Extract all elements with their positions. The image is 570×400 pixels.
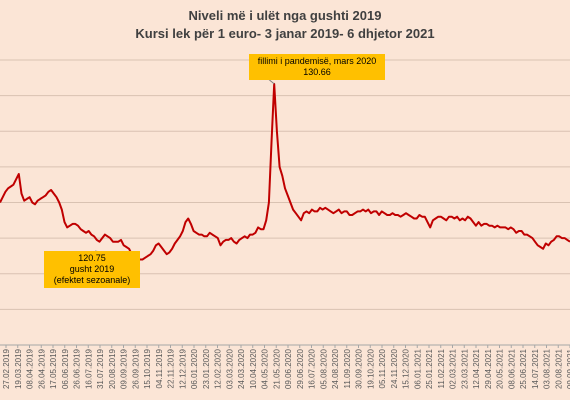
x-tick-label: 22.11.2019 [167, 348, 176, 388]
x-tick-label: 09.09.2019 [120, 348, 129, 389]
x-tick-label: 21.05.2020 [272, 348, 281, 389]
annotation-low-line-3: (efektet sezoanale) [53, 275, 131, 285]
x-tick-label: 24.11.2020 [390, 348, 399, 388]
x-tick-label: 06.01.2021 [413, 348, 422, 389]
x-tick-label: 05.08.2020 [319, 348, 328, 389]
x-tick-label: 24.08.2020 [331, 348, 340, 389]
x-tick-label: 10.04.2020 [249, 348, 258, 389]
x-tick-label: 24.03.2020 [237, 348, 246, 389]
x-tick-label: 26.04.2019 [37, 348, 46, 389]
chart-title: Niveli më i ulët nga gushti 2019 [188, 8, 382, 23]
x-tick-label: 05.11.2020 [378, 348, 387, 388]
x-tick-label: 16.07.2019 [84, 348, 93, 389]
x-tick-label: 25.01.2021 [425, 348, 434, 389]
x-tick-label: 09.09.2021 [566, 348, 570, 389]
x-tick-label: 08.04.2019 [26, 348, 35, 389]
x-tick-label: 31.07.2019 [96, 348, 105, 389]
x-tick-label: 26.06.2019 [73, 348, 82, 389]
x-tick-label: 19.10.2020 [366, 348, 375, 389]
x-tick-label: 20.08.2021 [554, 348, 563, 389]
x-tick-label: 12.12.2019 [178, 348, 187, 389]
x-tick-label: 12.04.2021 [472, 348, 481, 389]
annotation-peak: fillimi i pandemisë, mars 2020 130.66 [249, 54, 385, 80]
x-tick-label: 15.12.2020 [402, 348, 411, 389]
x-tick-label: 16.07.2020 [308, 348, 317, 389]
chart-subtitle: Kursi lek për 1 euro- 3 janar 2019- 6 dh… [135, 26, 435, 41]
x-tick-label: 03.03.2020 [225, 348, 234, 389]
x-tick-label: 02.03.2021 [449, 348, 458, 389]
x-tick-label: 26.09.2019 [131, 348, 140, 389]
x-tick-label: 12.02.2020 [214, 348, 223, 389]
x-tick-label: 30.09.2020 [355, 348, 364, 389]
x-tick-label: 15.10.2019 [143, 348, 152, 389]
x-tick-label: 25.06.2021 [519, 348, 528, 389]
x-tick-label: 04.11.2019 [155, 348, 164, 388]
x-tick-label: 19.03.2019 [14, 348, 23, 389]
x-tick-label: 14.07.2021 [531, 348, 540, 389]
x-tick-label: 04.05.2020 [261, 348, 270, 389]
x-tick-label: 29.06.2020 [296, 348, 305, 389]
x-tick-label: 20.08.2019 [108, 348, 117, 389]
series-line [0, 82, 570, 261]
x-tick-label: 06.06.2019 [61, 348, 70, 389]
x-tick-label: 23.03.2021 [460, 348, 469, 389]
annotation-low-line-2: gusht 2019 [69, 264, 115, 274]
x-tick-label: 29.04.2021 [484, 348, 493, 389]
x-tick-label: 11.09.2020 [343, 348, 352, 388]
annotation-low-line-1: 120.75 [78, 253, 106, 263]
annotation-low: 120.75 gusht 2019 (efektet sezoanale) [44, 251, 140, 288]
x-tick-label: 27.02.2019 [2, 348, 11, 389]
annotation-peak-line-2: 130.66 [303, 67, 331, 77]
x-tick-label: 09.06.2020 [284, 348, 293, 389]
x-tick-label: 17.05.2019 [49, 348, 58, 389]
annotation-peak-line-1: fillimi i pandemisë, mars 2020 [257, 56, 377, 66]
x-tick-label: 03.08.2021 [543, 348, 552, 389]
x-tick-label: 20.05.2021 [496, 348, 505, 389]
x-tick-label: 11.02.2021 [437, 348, 446, 388]
x-tick-label: 06.01.2020 [190, 348, 199, 389]
x-tick-label: 23.01.2020 [202, 348, 211, 389]
x-tick-label: 08.06.2021 [507, 348, 516, 389]
